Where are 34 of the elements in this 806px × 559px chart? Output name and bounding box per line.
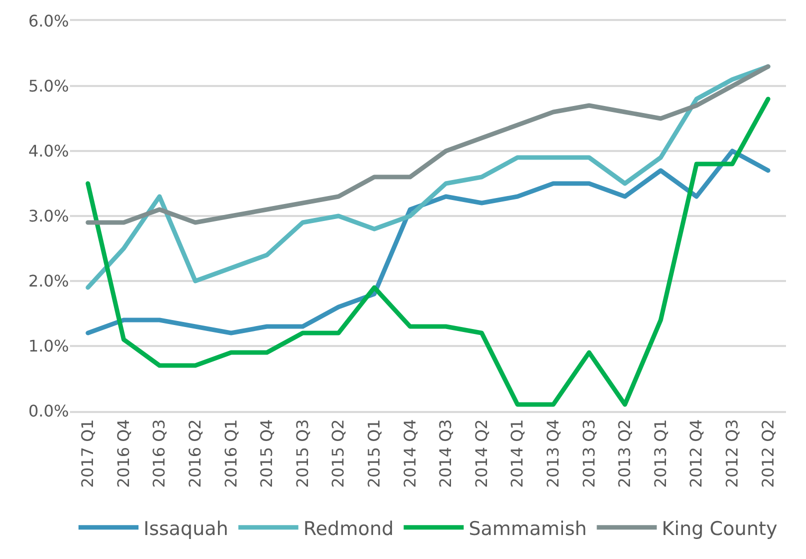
x-tick-label: 2013 Q2 bbox=[615, 419, 634, 488]
x-tick-label: 2016 Q2 bbox=[186, 419, 204, 488]
x-tick-label: 2012 Q4 bbox=[686, 419, 706, 488]
x-tick-label: 2015 Q4 bbox=[257, 419, 276, 488]
y-tick-label: 6.0% bbox=[28, 12, 69, 31]
y-tick-label: 2.0% bbox=[28, 272, 69, 291]
x-tick-label: 2012 Q3 bbox=[722, 419, 742, 488]
legend-label: Issaquah bbox=[144, 518, 228, 540]
x-tick-label: 2016 Q1 bbox=[221, 419, 240, 488]
x-tick-label: 2015 Q3 bbox=[292, 419, 312, 488]
legend-label: King County bbox=[662, 518, 778, 540]
x-tick-label: 2015 Q1 bbox=[364, 419, 384, 488]
x-tick-label: 2014 Q4 bbox=[400, 419, 420, 488]
y-tick-label: 5.0% bbox=[28, 76, 69, 96]
legend-label: Redmond bbox=[303, 518, 394, 540]
x-tick-label: 2013 Q1 bbox=[650, 419, 670, 488]
x-tick-label: 2014 Q1 bbox=[508, 419, 527, 488]
x-tick-label: 2012 Q2 bbox=[758, 419, 778, 488]
y-tick-label: 0.0% bbox=[28, 402, 69, 421]
x-tick-label: 2015 Q2 bbox=[328, 419, 348, 488]
x-tick-label: 2014 Q2 bbox=[472, 419, 491, 488]
y-tick-label: 3.0% bbox=[28, 206, 69, 226]
x-tick-label: 2016 Q4 bbox=[114, 419, 133, 488]
line-series bbox=[86, 96, 770, 407]
line-series bbox=[86, 64, 770, 225]
y-tick-label: 4.0% bbox=[28, 142, 69, 161]
x-tick-label: 2017 Q1 bbox=[78, 419, 98, 488]
y-tick-label: 1.0% bbox=[28, 336, 69, 356]
line-series bbox=[86, 148, 770, 336]
x-tick-label: 2014 Q3 bbox=[436, 419, 456, 488]
x-tick-label: 2013 Q3 bbox=[579, 419, 598, 488]
x-tick-label: 2013 Q4 bbox=[544, 419, 562, 488]
x-tick-label: 2016 Q3 bbox=[150, 419, 169, 488]
legend-label: Sammamish bbox=[468, 518, 587, 540]
